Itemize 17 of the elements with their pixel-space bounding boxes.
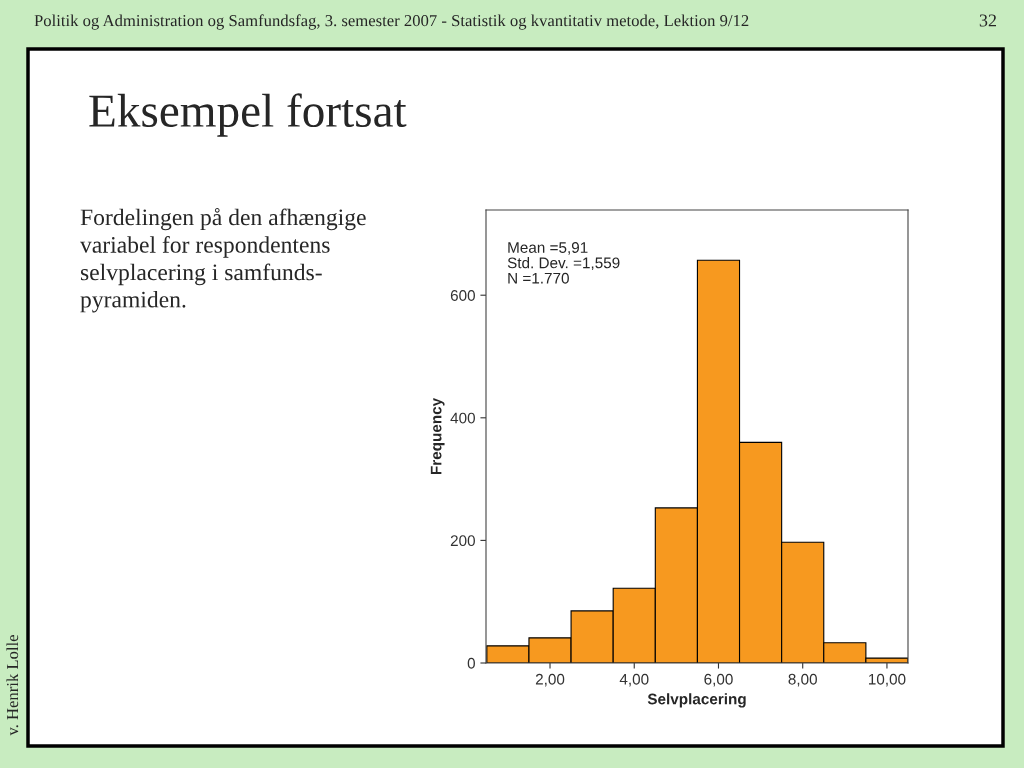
text: v. Henrik Lolle	[6, 634, 19, 736]
chart-title: Eksempel fortsat	[89, 93, 407, 137]
y-axis-title: Frequency	[430, 397, 445, 475]
x-tick-label: 10,00	[868, 673, 906, 687]
text: Fordelingen på den afhængige variabel for respondentens selvplacering i samfunds- pyramiden.	[80, 208, 366, 313]
y-tick-label: 200	[450, 535, 475, 547]
x-tick-label: 8,00	[788, 673, 817, 687]
text: Politik og Administration og Samfundsfag, 3. semester 2007 - Statistik og kvantitativ metode, Lektion 9/12	[34, 14, 749, 30]
y-tick-label: 0	[467, 657, 475, 669]
x-tick-label: 2,00	[535, 673, 565, 687]
x-tick-label: 6,00	[704, 673, 733, 687]
y-tick-label: 400	[450, 412, 475, 424]
text: 32	[979, 14, 996, 27]
x-axis-title: Selvplacering	[647, 693, 746, 708]
annotation: Mean =5,91 Std. Dev. =1,559 N =1.770	[507, 242, 620, 284]
y-tick-label: 600	[450, 290, 475, 301]
x-tick-label: 4,00	[619, 673, 649, 687]
